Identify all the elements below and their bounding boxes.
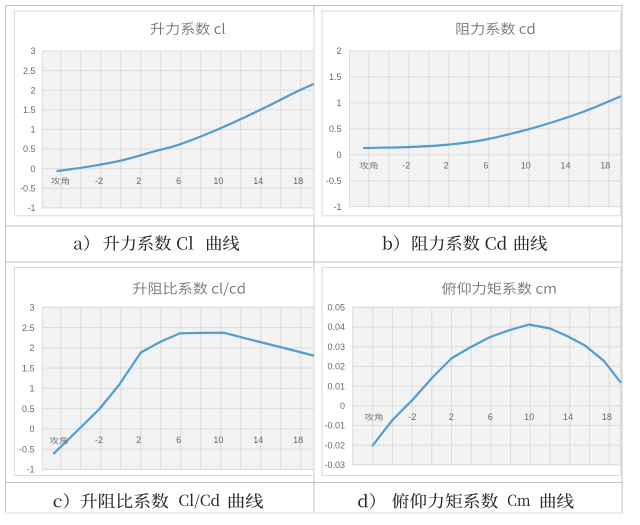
svg-text:-0.03: -0.03 [324,460,345,470]
svg-text:-2: -2 [408,412,416,422]
svg-text:2: 2 [449,412,454,422]
svg-text:2: 2 [336,46,341,56]
svg-text:6: 6 [176,176,181,186]
svg-text:-2: -2 [95,176,103,186]
svg-text:2.5: 2.5 [22,323,35,333]
svg-text:14: 14 [253,176,263,186]
svg-text:1: 1 [29,384,34,394]
svg-text:-2: -2 [402,161,410,171]
svg-text:2: 2 [30,85,35,95]
svg-text:0.5: 0.5 [22,404,35,414]
svg-text:-2: -2 [95,435,103,445]
svg-text:6: 6 [483,161,488,171]
svg-text:0: 0 [340,401,345,411]
svg-text:0: 0 [30,164,35,174]
svg-text:18: 18 [600,161,610,171]
svg-text:18: 18 [293,435,303,445]
svg-text:18: 18 [293,176,303,186]
svg-text:2: 2 [136,176,141,186]
svg-text:10: 10 [213,176,223,186]
svg-text:-1: -1 [333,202,341,212]
svg-text:-1: -1 [27,203,35,213]
svg-text:2.5: 2.5 [23,66,36,76]
svg-text:-0.5: -0.5 [19,444,35,454]
svg-text:10: 10 [213,435,223,445]
svg-text:10: 10 [521,161,531,171]
svg-text:0.5: 0.5 [329,124,342,134]
svg-text:0.03: 0.03 [327,342,345,352]
svg-text:10: 10 [524,412,534,422]
svg-text:1: 1 [336,98,341,108]
svg-text:0.05: 0.05 [327,303,345,313]
svg-text:2: 2 [444,161,449,171]
svg-text:0.5: 0.5 [23,144,36,154]
svg-text:3: 3 [29,303,34,313]
svg-text:14: 14 [253,435,263,445]
svg-text:14: 14 [560,161,570,171]
svg-text:1.5: 1.5 [23,105,36,115]
svg-text:0: 0 [29,424,34,434]
svg-text:2: 2 [136,435,141,445]
svg-text:1.5: 1.5 [329,72,342,82]
svg-text:-0.02: -0.02 [324,440,345,450]
svg-text:0.01: 0.01 [327,381,345,391]
svg-text:-0.01: -0.01 [324,421,345,431]
svg-text:1: 1 [30,125,35,135]
svg-text:3: 3 [30,46,35,56]
svg-text:0.02: 0.02 [327,362,345,372]
svg-text:18: 18 [602,412,612,422]
svg-text:6: 6 [488,412,493,422]
svg-text:1.5: 1.5 [22,363,35,373]
svg-text:-0.5: -0.5 [20,183,36,193]
svg-text:6: 6 [176,435,181,445]
svg-text:14: 14 [563,412,573,422]
svg-text:-1: -1 [26,465,34,475]
svg-text:-0.5: -0.5 [326,176,342,186]
svg-text:2: 2 [29,343,34,353]
svg-text:0.04: 0.04 [327,322,345,332]
svg-text:0: 0 [336,150,341,160]
